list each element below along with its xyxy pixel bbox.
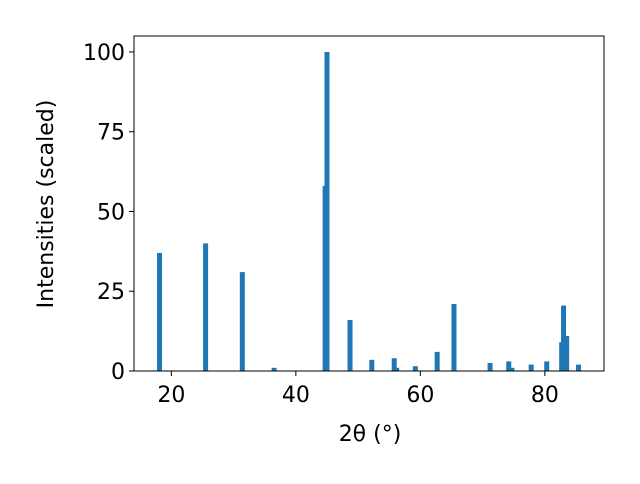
bar: [412, 366, 418, 371]
y-tick-label: 75: [97, 121, 125, 146]
bar: [391, 358, 397, 371]
x-tick-label: 40: [282, 383, 310, 408]
bar: [561, 305, 567, 371]
bar: [451, 304, 457, 371]
bar: [157, 252, 163, 371]
y-tick-label: 50: [97, 200, 125, 225]
x-tick-label: 20: [157, 383, 185, 408]
bar: [434, 351, 440, 371]
y-tick-label: 25: [97, 280, 125, 305]
y-axis-label: Intensities (scaled): [34, 100, 59, 309]
bar: [324, 51, 330, 371]
bar: [369, 359, 375, 371]
y-tick-label: 0: [111, 360, 125, 385]
bar: [347, 319, 353, 371]
bar: [239, 272, 245, 371]
bar: [528, 364, 534, 371]
y-tick-label: 100: [83, 41, 125, 66]
plot-frame: [133, 35, 605, 372]
bar: [271, 367, 277, 371]
bar: [564, 335, 570, 371]
bar: [506, 361, 512, 371]
x-tick-label: 80: [531, 383, 559, 408]
x-axis-label: 2θ (°): [339, 422, 402, 447]
bar: [487, 363, 493, 371]
x-tick-label: 60: [406, 383, 434, 408]
bar: [575, 364, 581, 371]
bar: [203, 243, 209, 371]
bar: [509, 367, 515, 371]
bar: [394, 367, 400, 371]
bar: [544, 361, 550, 371]
